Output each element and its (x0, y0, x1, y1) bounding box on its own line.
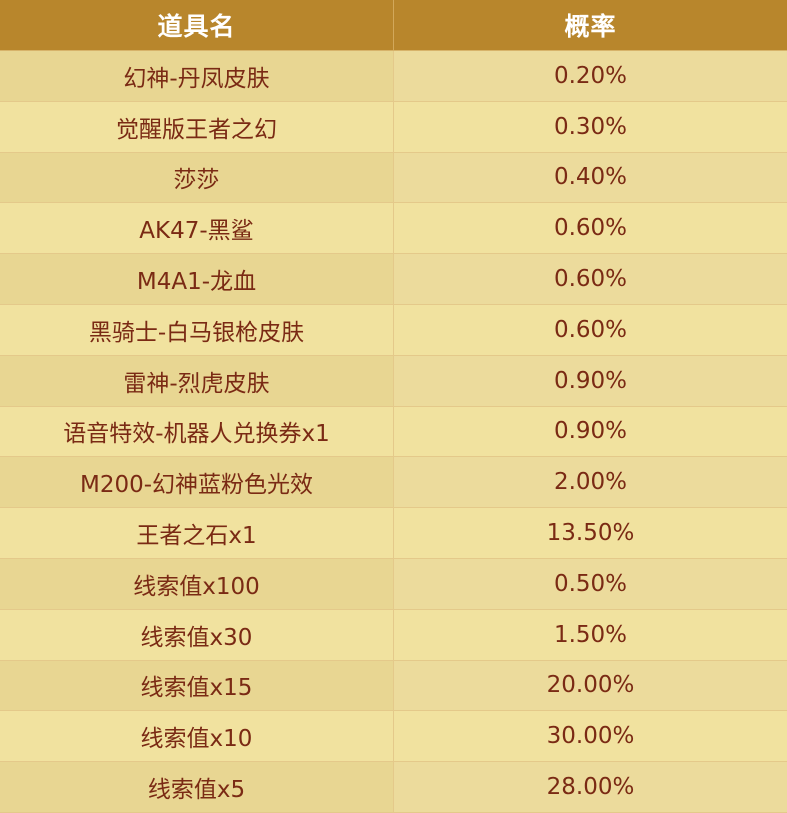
table-row: 幻神-丹凤皮肤 0.20% (0, 51, 787, 102)
item-name-cell: 莎莎 (0, 152, 394, 203)
item-name-cell: 线索值x30 (0, 609, 394, 660)
header-probability: 概率 (564, 12, 617, 41)
table-row: 王者之石x1 13.50% (0, 508, 787, 559)
table-row: 语音特效-机器人兑换券x1 0.90% (0, 406, 787, 458)
probability-cell: 28.00% (546, 774, 635, 801)
table-row: 莎莎 0.40% (0, 152, 787, 204)
table-header-row: 道具名 概率 (0, 0, 787, 51)
probability-cell: 0.60% (553, 215, 628, 242)
table-row: 线索值x15 20.00% (0, 660, 787, 712)
item-name-cell: 线索值x10 (0, 711, 394, 762)
item-name-cell: M200-幻神蓝粉色光效 (0, 457, 394, 508)
table-row: 线索值x30 1.50% (0, 609, 787, 661)
probability-cell: 0.30% (553, 113, 628, 140)
item-name-cell: 觉醒版王者之幻 (0, 101, 394, 152)
table-row: 黑骑士-白马银枪皮肤 0.60% (0, 304, 787, 356)
table-row: 线索值x5 28.00% (0, 762, 787, 813)
table-row: AK47-黑鲨 0.60% (0, 203, 787, 255)
item-name-cell: 线索值x100 (0, 558, 394, 609)
probability-cell: 1.50% (553, 621, 628, 648)
table-row: 觉醒版王者之幻 0.30% (0, 101, 787, 153)
probability-cell: 0.20% (553, 62, 628, 89)
probability-cell: 0.40% (553, 164, 628, 191)
probability-cell: 30.00% (546, 723, 635, 750)
probability-cell: 0.60% (553, 316, 628, 343)
table-row: M200-幻神蓝粉色光效 2.00% (0, 457, 787, 509)
probability-cell: 0.90% (553, 367, 628, 394)
table-row: 线索值x10 30.00% (0, 711, 787, 763)
table-row: M4A1-龙血 0.60% (0, 254, 787, 305)
item-name-cell: AK47-黑鲨 (0, 203, 394, 254)
item-name-cell: M4A1-龙血 (0, 254, 394, 304)
probability-cell: 0.50% (553, 570, 628, 597)
item-name-cell: 黑骑士-白马银枪皮肤 (0, 304, 394, 355)
probability-cell: 0.90% (553, 418, 628, 445)
probability-cell: 20.00% (546, 672, 635, 699)
header-item-name: 道具名 (0, 0, 394, 50)
probability-cell: 2.00% (553, 469, 628, 496)
item-name-cell: 线索值x15 (0, 660, 394, 711)
item-name-cell: 幻神-丹凤皮肤 (0, 51, 394, 101)
item-name-cell: 线索值x5 (0, 762, 394, 812)
probability-cell: 13.50% (546, 520, 635, 547)
table-row: 线索值x100 0.50% (0, 558, 787, 610)
item-name-cell: 雷神-烈虎皮肤 (0, 355, 394, 406)
probability-cell: 0.60% (553, 266, 628, 293)
item-name-cell: 王者之石x1 (0, 508, 394, 558)
table-row: 雷神-烈虎皮肤 0.90% (0, 355, 787, 407)
item-name-cell: 语音特效-机器人兑换券x1 (0, 406, 394, 457)
